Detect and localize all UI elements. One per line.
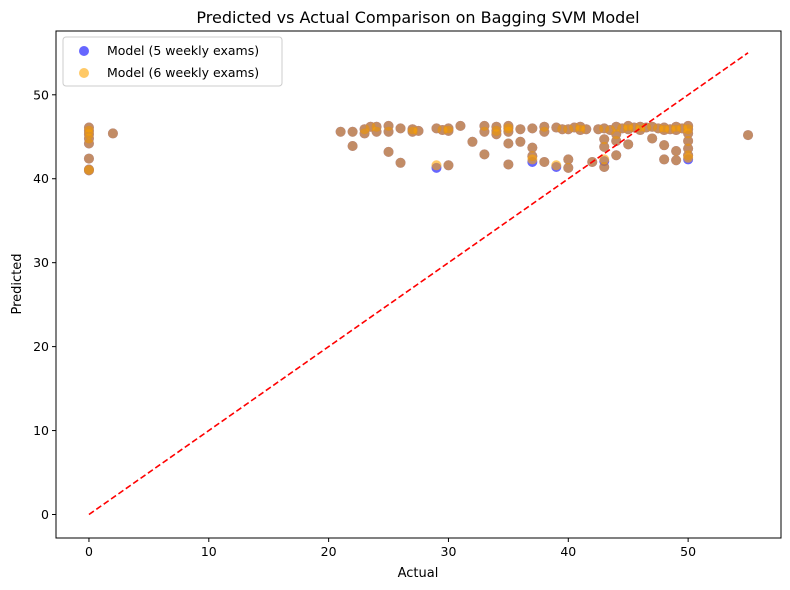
data-point <box>599 161 610 172</box>
plot-frame <box>55 30 782 539</box>
data-point <box>491 125 502 136</box>
data-point <box>107 128 118 139</box>
data-point <box>515 136 526 147</box>
data-point <box>647 133 658 144</box>
data-point <box>599 134 610 145</box>
x-axis-label: Actual <box>398 566 439 581</box>
data-point <box>479 149 490 160</box>
data-point <box>503 138 514 149</box>
y-tick-label: 0 <box>41 507 49 522</box>
x-axis: 0 10 20 30 40 50 <box>85 538 696 559</box>
reference-line <box>88 52 749 516</box>
data-point <box>539 156 550 167</box>
data-point <box>83 165 94 176</box>
y-tick-label: 10 <box>33 423 49 438</box>
data-point <box>611 135 622 146</box>
legend-label-series-1: Model (5 weekly exams) <box>107 43 259 58</box>
data-point <box>443 160 454 171</box>
data-point <box>527 142 538 153</box>
plot-area <box>83 52 754 516</box>
data-point <box>347 141 358 151</box>
data-point <box>395 157 406 168</box>
data-point <box>347 126 358 137</box>
data-point <box>563 154 574 165</box>
data-point <box>659 140 670 151</box>
legend-box <box>62 36 283 87</box>
data-point <box>599 154 610 165</box>
chart-title: Predicted vs Actual Comparison on Baggin… <box>196 8 639 27</box>
data-point <box>539 126 550 137</box>
data-point <box>527 123 538 134</box>
data-point <box>683 135 694 146</box>
x-tick-label: 20 <box>321 544 337 559</box>
data-point <box>671 146 682 157</box>
data-point <box>455 120 466 131</box>
x-tick-label: 30 <box>441 544 457 559</box>
data-point <box>503 126 514 137</box>
data-point <box>395 123 406 134</box>
data-point <box>515 124 526 135</box>
data-point <box>599 141 610 152</box>
data-point <box>383 146 394 157</box>
series-2 <box>83 120 754 176</box>
x-tick-label: 40 <box>560 544 576 559</box>
data-point <box>563 162 574 173</box>
data-point <box>83 122 94 133</box>
data-point <box>581 124 592 135</box>
data-point <box>431 160 442 171</box>
y-axis: 0 10 20 30 40 50 <box>33 87 56 522</box>
data-point <box>527 154 538 165</box>
legend: Model (5 weekly exams) Model (6 weekly e… <box>62 36 283 87</box>
y-tick-label: 30 <box>33 255 49 270</box>
y-tick-label: 40 <box>33 171 49 186</box>
data-point <box>683 152 694 163</box>
data-point <box>671 155 682 166</box>
data-point <box>503 159 514 170</box>
legend-label-series-2: Model (6 weekly exams) <box>107 65 259 80</box>
data-point <box>371 126 382 137</box>
data-point <box>743 130 754 141</box>
data-point <box>683 128 694 139</box>
legend-marker-series-1 <box>79 46 89 56</box>
legend-marker-series-2 <box>79 68 89 78</box>
x-tick-label: 50 <box>680 544 696 559</box>
data-point <box>335 126 346 137</box>
data-point <box>659 154 670 165</box>
y-axis-label: Predicted <box>10 253 25 314</box>
x-tick-label: 10 <box>201 544 217 559</box>
y-tick-label: 20 <box>33 339 49 354</box>
data-point <box>443 125 454 136</box>
data-point <box>383 126 394 137</box>
data-point <box>467 136 478 147</box>
data-point <box>413 125 424 136</box>
x-tick-label: 0 <box>85 544 93 559</box>
data-point <box>479 126 490 137</box>
data-point <box>611 150 622 161</box>
data-point <box>623 139 634 150</box>
data-point <box>551 160 562 171</box>
y-tick-label: 50 <box>33 87 49 102</box>
data-point <box>83 153 94 164</box>
